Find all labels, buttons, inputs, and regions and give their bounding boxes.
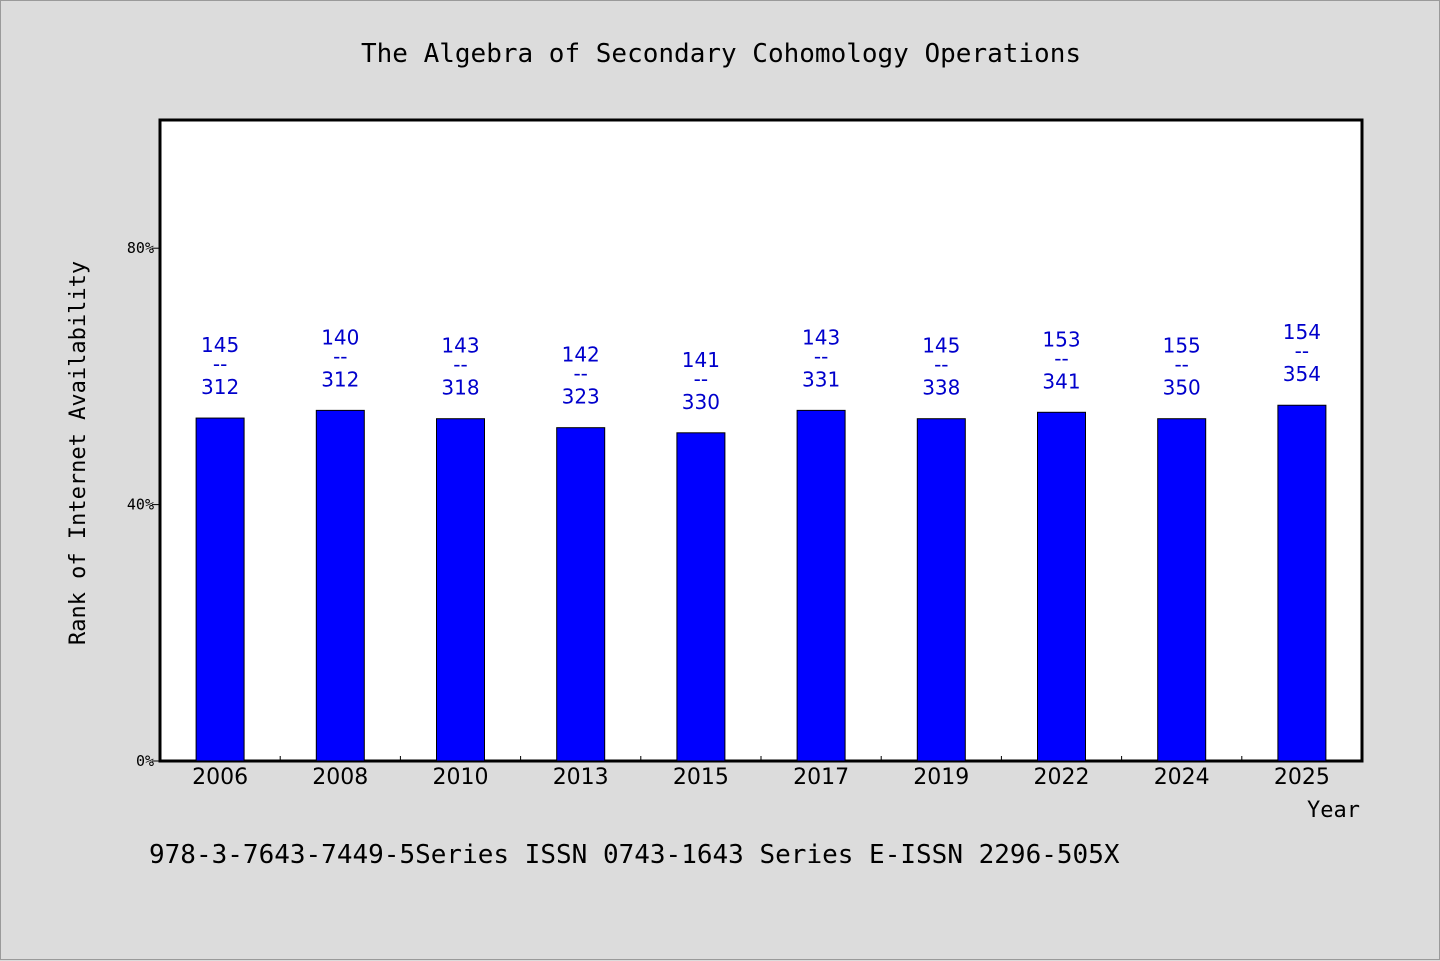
x-tick-label-2017: 2017	[793, 765, 849, 790]
bars-group	[195, 404, 1327, 762]
bar-label-sep-2025: --	[1295, 339, 1309, 363]
x-tick-label-2006: 2006	[192, 765, 248, 790]
y-tick-label: 0%	[136, 752, 154, 770]
chart-title: The Algebra of Secondary Cohomology Oper…	[361, 39, 1081, 69]
bar-labels-group: 145--312140--312143--318142--323141--330…	[201, 320, 1321, 414]
bar-label-bottom-2025: 354	[1283, 362, 1321, 386]
bar-label-sep-2024: --	[1174, 353, 1188, 377]
bar-label-bottom-2017: 331	[802, 367, 840, 391]
bar-label-bottom-2019: 338	[922, 376, 960, 400]
x-tick-label-2022: 2022	[1034, 765, 1090, 790]
bar-label-top-2022: 153	[1042, 327, 1080, 351]
bar-2013	[556, 427, 606, 762]
bar-label-top-2025: 154	[1283, 320, 1321, 344]
bar-label-sep-2022: --	[1054, 346, 1068, 370]
x-tick-label-2013: 2013	[553, 765, 609, 790]
footer-isbn-text: 978-3-7643-7449-5Series ISSN 0743-1643 S…	[149, 840, 1120, 870]
y-tick-label: 80%	[127, 239, 154, 257]
bar-2017	[796, 409, 846, 762]
bar-2008	[315, 409, 365, 762]
bar-2022	[1037, 411, 1086, 762]
bar-2025	[1277, 404, 1327, 762]
bar-label-sep-2008: --	[333, 344, 347, 368]
x-tick-label-2010: 2010	[433, 765, 489, 790]
bar-2024	[1157, 418, 1207, 762]
x-tick-label-2008: 2008	[312, 765, 368, 790]
bar-label-bottom-2006: 312	[201, 375, 239, 399]
x-axis: 2006 2008 2010 2013 2015 2017 2019 2022 2024 2025	[192, 756, 1330, 790]
bar-2010	[436, 418, 485, 762]
bar-label-top-2015: 141	[682, 348, 720, 372]
bar-label-sep-2017: --	[814, 344, 828, 368]
bar-label-sep-2015: --	[694, 367, 708, 391]
bar-label-bottom-2013: 323	[562, 385, 600, 409]
bar-label-top-2019: 145	[922, 334, 960, 358]
x-tick-label-2025: 2025	[1274, 765, 1330, 790]
x-tick-label-2015: 2015	[673, 765, 729, 790]
bar-label-bottom-2024: 350	[1163, 376, 1201, 400]
bar-label-sep-2010: --	[453, 353, 467, 377]
x-axis-label: Year	[1307, 798, 1360, 823]
bar-label-top-2006: 145	[201, 333, 239, 357]
bar-2015	[676, 432, 726, 762]
bar-label-bottom-2022: 341	[1042, 369, 1080, 393]
bar-label-sep-2006: --	[213, 352, 227, 376]
bar-label-bottom-2008: 312	[321, 367, 359, 391]
y-axis: 0% 40% 80%	[127, 239, 160, 770]
bar-label-sep-2019: --	[934, 353, 948, 377]
bar-label-top-2008: 140	[321, 325, 359, 349]
bar-label-top-2013: 142	[562, 343, 600, 367]
bar-label-top-2017: 143	[802, 325, 840, 349]
bar-label-top-2024: 155	[1163, 334, 1201, 358]
x-tick-label-2019: 2019	[913, 765, 969, 790]
bar-label-sep-2013: --	[573, 362, 587, 386]
y-axis-label: Rank of Internet Availability	[66, 261, 91, 645]
bar-label-top-2010: 143	[441, 334, 479, 358]
bar-2019	[916, 418, 966, 762]
bar-2006	[195, 417, 245, 762]
y-tick-label: 40%	[127, 496, 154, 514]
x-tick-label-2024: 2024	[1154, 765, 1210, 790]
bar-label-bottom-2015: 330	[682, 390, 720, 414]
bar-label-bottom-2010: 318	[441, 376, 479, 400]
